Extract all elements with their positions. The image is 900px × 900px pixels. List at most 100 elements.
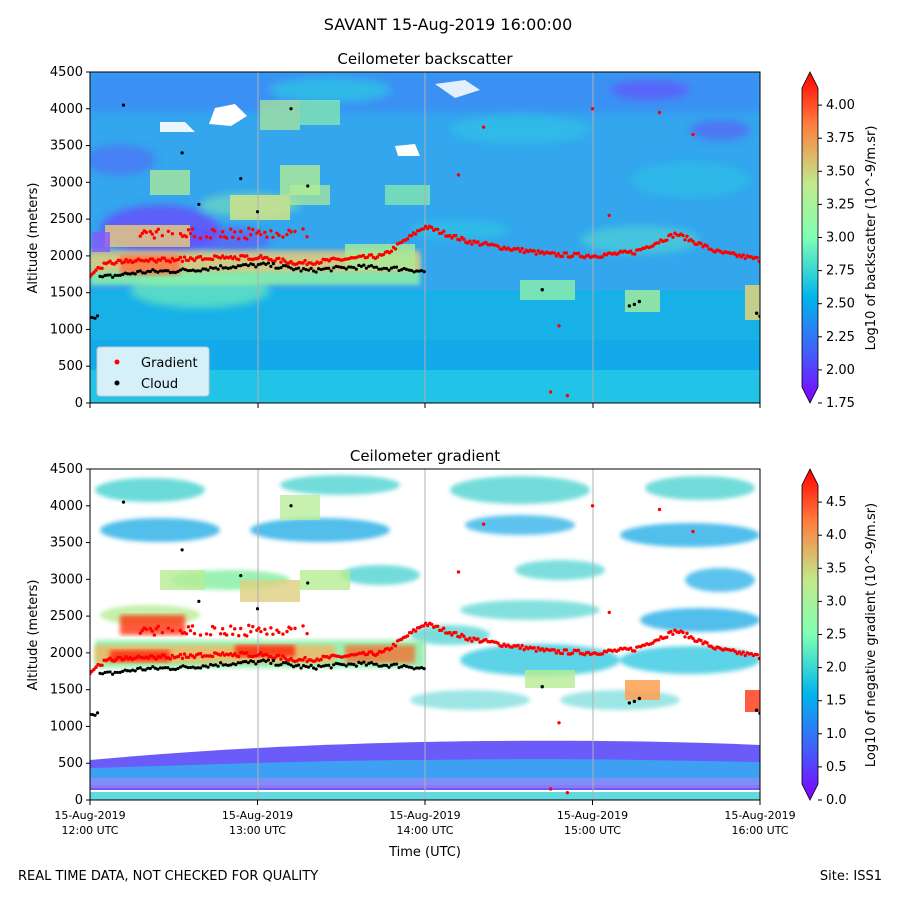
cloud-marker [319,664,323,669]
gradient-marker [481,125,486,129]
gradient-marker [122,260,126,264]
y-tick-label: 2000 [50,646,83,661]
cloud-marker [261,261,265,265]
gradient-marker [468,636,472,640]
cloud-marker [231,662,235,666]
cloud-marker [168,270,172,275]
gradient-marker [220,254,225,258]
gradient-marker [247,226,251,231]
cloud-marker [113,670,117,674]
gradient-marker [699,638,703,643]
gradient-marker [570,651,575,655]
cloud-marker [151,268,155,272]
gradient-marker [319,657,323,662]
gradient-marker [536,249,540,253]
gradient-marker [273,259,277,263]
gradient-marker [170,653,175,658]
gradient-panel: Ceilometer gradient [26,447,879,860]
gradient-marker [182,255,187,259]
gradient-marker [413,232,418,236]
gradient-marker [144,230,148,235]
colorbar-tick-label: 2.00 [826,363,855,378]
gradient-marker [204,632,209,636]
cloud-marker [118,273,122,277]
gradient-marker [247,623,251,628]
gradient-marker [237,257,241,262]
gradient-marker [229,624,233,628]
gradient-marker [496,244,500,248]
cloud-marker [166,269,170,273]
cloud-marker [100,275,105,279]
gradient-marker [665,238,669,242]
cloud-marker [141,668,145,672]
gradient-marker [442,229,446,233]
cloud-marker [116,670,120,675]
gradient-marker [665,635,669,639]
cloud-marker [221,266,225,270]
cloud-marker [404,267,409,271]
cloud-marker [294,664,298,668]
cloud-marker [362,660,366,664]
cloud-marker [372,265,376,269]
cloud-marker [377,664,381,668]
gradient-marker [671,632,675,637]
gradient-marker [182,652,187,656]
gradient-marker [233,652,237,656]
cloud-marker [151,665,155,669]
y-tick-label: 0 [75,396,83,411]
colorbar-tick-label: 1.0 [826,727,847,742]
cloud-marker [105,273,110,277]
gradient-marker [405,237,410,241]
gradient-marker [436,227,440,231]
cloud-marker [417,269,421,273]
gradient-markers [90,500,760,795]
cloud-marker [382,663,386,667]
gradient-marker [190,624,195,628]
gradient-marker [522,647,526,652]
cloud-marker [209,265,213,270]
cloud-marker [221,663,225,667]
gradient-marker [265,235,269,239]
gradient-marker [210,654,215,659]
gradient-marker [273,656,277,660]
colorbar-tick-label: 2.5 [826,628,847,643]
cloud-marker [93,316,97,320]
cloud-marker [193,666,198,670]
cloud-marker [394,265,399,269]
gradient-marker [430,225,434,230]
gradient-marker [277,630,281,635]
gradient-marker [369,650,374,654]
cloud-marker [627,304,632,308]
legend-cloud-label: Cloud [141,377,178,392]
cloud-marker [138,269,142,273]
cloud-marker [138,666,142,670]
gradient-marker [657,110,662,115]
gradient-marker [229,227,233,231]
colorbar-tick-label: 3.75 [826,131,855,146]
gradient-marker [289,259,293,264]
gradient-marker [154,260,159,264]
cloud-marker [344,267,348,271]
cloud-marker [241,660,245,664]
gradient-marker [184,235,189,239]
cloud-marker [364,266,368,270]
y-tick-label: 4500 [50,65,83,80]
cloud-marker [153,666,157,670]
cloud-marker [264,659,268,663]
cloud-marker [255,607,260,611]
cloud-marker [354,664,358,668]
cloud-marker [332,663,336,667]
gradient-marker [293,626,297,631]
cloud-marker [324,663,328,668]
gradient-marker [470,242,474,246]
cloud-marker [163,665,167,670]
gradient-marker [239,626,243,631]
cloud-marker [392,265,396,269]
gradient-marker [146,259,150,263]
gradient-marker [245,651,249,655]
gradient-marker [554,254,559,258]
cloud-marker [201,664,205,668]
gradient-marker [699,241,703,246]
gradient-marker [233,627,237,631]
gradient-marker [556,252,561,256]
